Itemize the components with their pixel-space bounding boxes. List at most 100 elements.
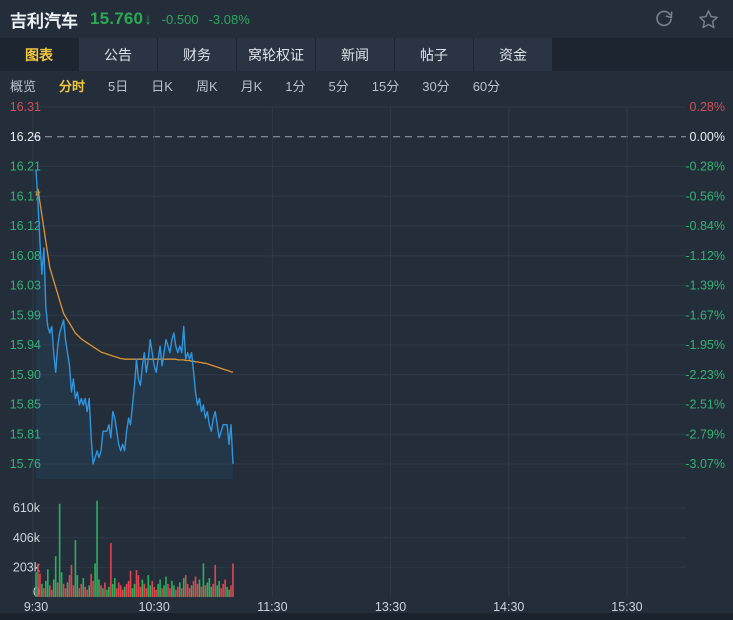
right-axis-label: -1.67%: [685, 308, 725, 322]
volume-bar: [96, 500, 98, 597]
period-tab-7[interactable]: 5分: [328, 79, 349, 94]
volume-bar: [72, 585, 75, 597]
volume-bar: [102, 588, 104, 597]
main-tab-3[interactable]: 窝轮权证: [237, 38, 315, 71]
volume-bar: [202, 563, 205, 597]
main-tab-bar: 图表 公告 财务 窝轮权证 新闻 帖子 资金: [0, 38, 733, 71]
main-tab-5[interactable]: 帖子: [395, 38, 473, 71]
period-tab-8[interactable]: 15分: [371, 79, 400, 94]
volume-bar: [180, 588, 183, 597]
main-tab-0[interactable]: 图表: [0, 38, 78, 71]
volume-bar: [161, 588, 163, 597]
volume-bar: [113, 578, 116, 597]
volume-bar: [76, 575, 79, 597]
volume-bar: [43, 588, 45, 597]
volume-bar: [80, 583, 83, 597]
volume-bar: [52, 579, 55, 597]
volume-bar: [60, 572, 63, 597]
volume-bar: [171, 580, 173, 597]
volume-bar: [125, 583, 128, 597]
volume-bar: [47, 569, 49, 597]
volume-bar: [198, 579, 201, 597]
volume-bar: [222, 583, 224, 597]
period-tab-4[interactable]: 周K: [195, 79, 218, 94]
period-tab-9[interactable]: 30分: [422, 79, 450, 94]
volume-bar: [137, 575, 140, 597]
left-axis-label: 15.85: [10, 398, 41, 412]
volume-bar: [165, 576, 167, 597]
volume-bar: [62, 583, 65, 597]
main-tab-2[interactable]: 财务: [158, 38, 236, 71]
period-tab-5[interactable]: 月K: [240, 79, 263, 94]
volume-bar: [64, 588, 67, 597]
volume-bar: [74, 540, 77, 597]
volume-bar: [56, 582, 59, 597]
volume-bar: [159, 579, 161, 597]
period-tab-6[interactable]: 1分: [285, 79, 306, 94]
time-axis-label: 11:30: [257, 600, 287, 614]
volume-bar: [37, 563, 39, 597]
stock-header: 吉利汽车 15.760 ↓ -0.500 -3.08%: [0, 0, 733, 38]
volume-bar: [35, 572, 37, 597]
volume-bar: [186, 583, 189, 597]
volume-bar: [54, 556, 57, 597]
period-tab-1[interactable]: 分时: [59, 79, 86, 94]
left-axis-label: 15.90: [10, 368, 41, 382]
volume-bar: [194, 576, 197, 597]
left-axis-label: 16.21: [10, 160, 41, 174]
volume-axis-label: 406k: [13, 531, 41, 545]
price-area-fill: [36, 169, 233, 479]
volume-bar: [39, 573, 41, 597]
period-tab-10[interactable]: 60分: [472, 79, 501, 94]
volume-bar: [90, 573, 92, 597]
volume-bar: [41, 583, 43, 597]
volume-bar: [141, 579, 144, 597]
left-axis-label: 15.99: [10, 308, 41, 322]
volume-bar: [115, 588, 118, 597]
volume-bar: [66, 582, 69, 597]
main-tab-6[interactable]: 资金: [474, 38, 552, 71]
volume-bar: [175, 589, 177, 597]
left-axis-label: 16.17: [10, 189, 41, 203]
right-axis-label: -1.39%: [685, 279, 725, 293]
intraday-chart[interactable]: 16.31 16.26 16.21 16.17 16.12 16.08 16.03 15.99…: [0, 100, 733, 620]
stock-price: 15.760: [90, 9, 144, 28]
volume-bar: [110, 543, 112, 597]
volume-bar: [155, 589, 157, 597]
volume-axis-label: 610k: [13, 501, 41, 515]
volume-bar: [206, 582, 209, 597]
time-axis-label: 13:30: [375, 600, 406, 614]
volume-bar: [108, 586, 110, 597]
refresh-icon[interactable]: [653, 8, 675, 30]
volume-bar: [149, 585, 152, 597]
volume-bar: [230, 585, 232, 597]
left-axis-label: 15.76: [10, 457, 41, 471]
period-tab-2[interactable]: 5日: [108, 79, 129, 94]
time-axis-label: 9:30: [24, 600, 48, 614]
down-arrow-icon: ↓: [144, 10, 152, 28]
bottom-strip: [0, 613, 733, 620]
volume-bar: [145, 588, 148, 597]
left-axis-label: 16.31: [10, 100, 41, 114]
volume-bar: [106, 589, 108, 597]
main-tab-1[interactable]: 公告: [79, 38, 157, 71]
right-axis-label: -2.51%: [685, 398, 725, 412]
time-axis-label: 15:30: [611, 600, 642, 614]
left-axis-label: 15.81: [10, 427, 41, 441]
period-tab-3[interactable]: 日K: [151, 79, 173, 94]
volume-bar: [218, 580, 220, 597]
right-axis-label: -0.84%: [685, 219, 725, 233]
volume-bar: [190, 585, 193, 597]
price-change-percent: -3.08%: [208, 11, 250, 27]
volume-bar: [173, 585, 175, 597]
volume-bar: [151, 580, 154, 597]
main-tab-4[interactable]: 新闻: [316, 38, 394, 71]
right-axis-label: -1.12%: [685, 249, 725, 263]
volume-bar: [104, 582, 106, 597]
star-icon[interactable]: [697, 8, 719, 30]
volume-bar: [50, 589, 53, 597]
volume-bar: [100, 585, 102, 597]
period-tab-0[interactable]: 概览: [10, 79, 37, 94]
volume-bar: [123, 586, 126, 597]
